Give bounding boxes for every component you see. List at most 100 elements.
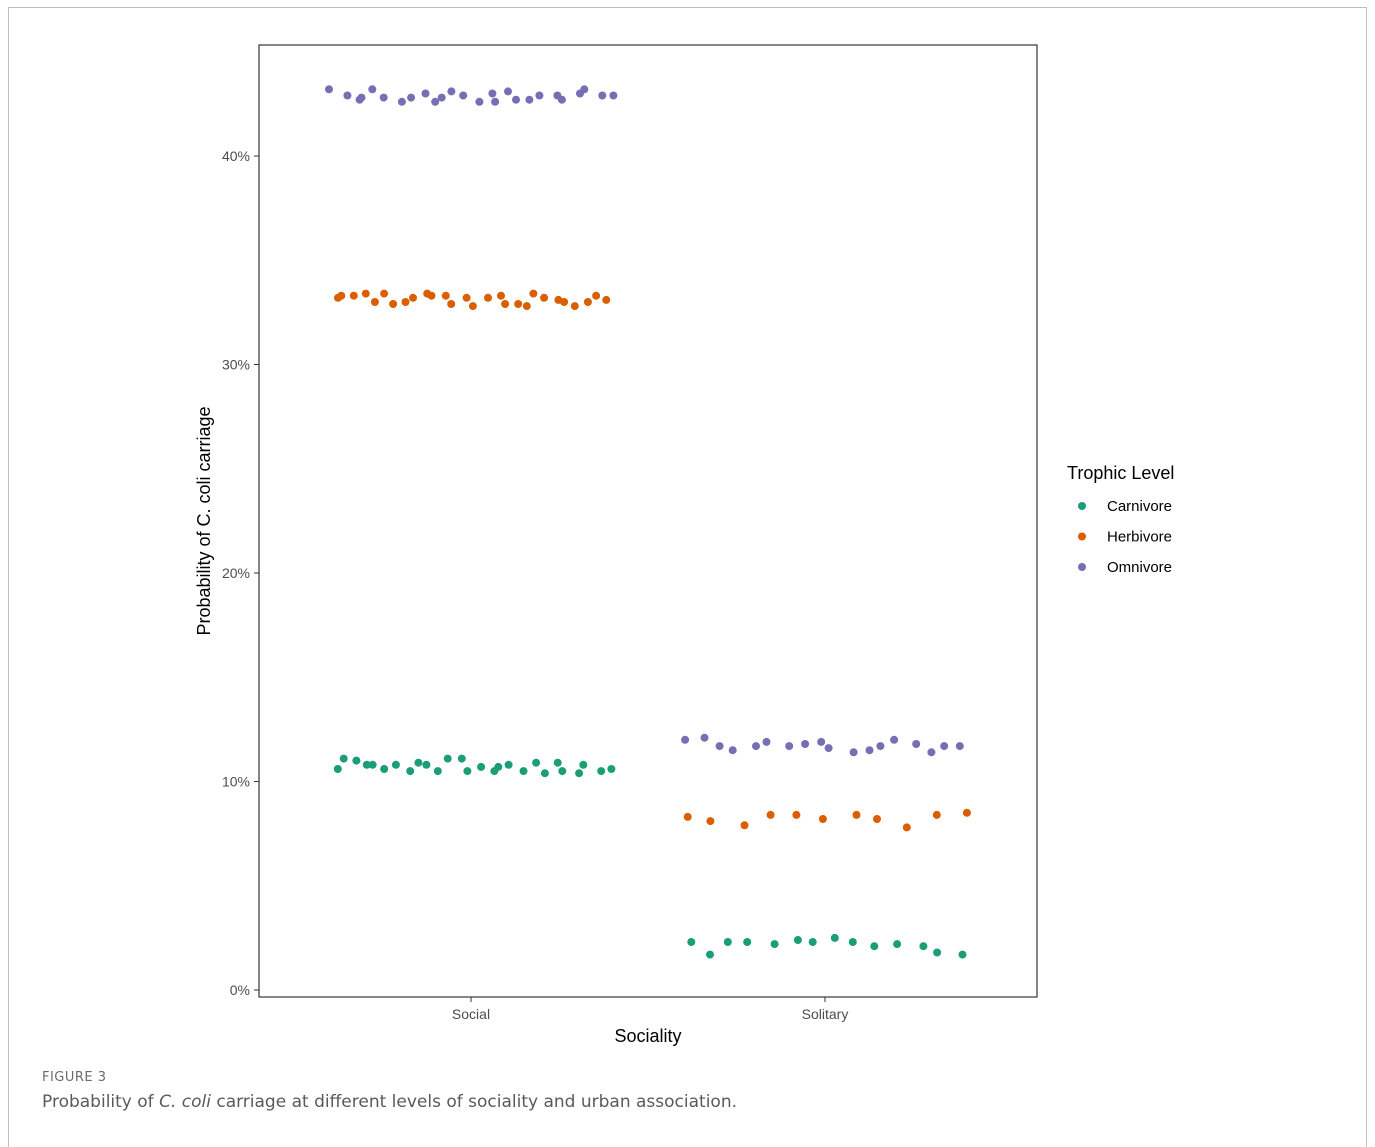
data-point-carnivore: [558, 767, 567, 776]
data-point-carnivore: [848, 938, 857, 946]
data-point-herbivore: [447, 300, 456, 308]
data-point-carnivore: [770, 940, 779, 949]
y-tick-label: 20%: [222, 565, 250, 581]
data-point-omnivore: [325, 85, 333, 94]
x-axis-title: Sociality: [614, 1026, 681, 1046]
data-point-omnivore: [700, 733, 709, 742]
x-axis-ticks: Social Solitary: [452, 997, 848, 1022]
y-tick-label: 30%: [222, 357, 250, 373]
data-point-herbivore: [370, 298, 379, 306]
data-point-herbivore: [349, 291, 358, 300]
legend-key-herbivore: [1078, 532, 1086, 541]
data-point-omnivore: [762, 737, 771, 746]
data-point-carnivore: [368, 760, 377, 769]
data-point-herbivore: [818, 815, 827, 823]
data-points: [325, 85, 971, 959]
data-point-herbivore: [683, 812, 692, 821]
data-point-herbivore: [497, 291, 505, 300]
data-point-herbivore: [389, 300, 398, 308]
data-point-omnivore: [525, 95, 534, 104]
data-point-carnivore: [422, 760, 431, 769]
legend-label-omnivore: Omnivore: [1107, 559, 1172, 576]
data-point-omnivore: [504, 87, 512, 96]
plot-panel: [258, 44, 1038, 998]
data-point-herbivore: [540, 293, 549, 302]
data-point-herbivore: [361, 289, 370, 298]
caption-text-start: Probability of: [42, 1092, 160, 1112]
data-point-herbivore: [583, 298, 592, 306]
data-point-carnivore: [352, 756, 361, 765]
data-point-carnivore: [808, 938, 817, 946]
data-point-herbivore: [706, 817, 715, 826]
data-point-omnivore: [609, 91, 618, 100]
figure-label: FIGURE 3: [42, 1070, 107, 1085]
data-point-carnivore: [553, 758, 562, 767]
data-point-carnivore: [532, 758, 541, 767]
y-axis-ticks: 0% 10% 20% 30% 40%: [222, 148, 259, 998]
caption-species: C. coli: [159, 1092, 211, 1112]
data-point-herbivore: [602, 295, 611, 304]
y-tick-label: 10%: [222, 774, 250, 790]
data-point-carnivore: [870, 942, 879, 951]
legend-key-carnivore: [1078, 502, 1086, 510]
data-point-omnivore: [876, 742, 885, 751]
data-point-omnivore: [368, 85, 377, 94]
data-point-herbivore: [740, 821, 749, 830]
data-point-carnivore: [830, 933, 839, 942]
data-point-carnivore: [540, 769, 549, 778]
data-point-carnivore: [504, 760, 513, 769]
data-point-carnivore: [477, 762, 486, 771]
x-tick-label: Social: [452, 1006, 490, 1022]
data-point-omnivore: [431, 97, 440, 106]
data-point-herbivore: [873, 815, 881, 823]
data-point-omnivore: [824, 744, 833, 753]
data-point-omnivore: [927, 748, 936, 757]
data-point-carnivore: [607, 765, 616, 773]
data-point-herbivore: [337, 291, 346, 300]
data-point-herbivore: [484, 293, 492, 302]
figure-frame: [8, 7, 1367, 1147]
data-point-omnivore: [379, 93, 388, 102]
data-point-omnivore: [849, 748, 858, 757]
data-point-omnivore: [890, 735, 899, 744]
data-point-omnivore: [557, 95, 566, 104]
data-point-herbivore: [441, 291, 450, 300]
data-point-omnivore: [357, 93, 366, 102]
data-point-carnivore: [579, 760, 588, 769]
data-point-herbivore: [529, 289, 538, 298]
data-point-carnivore: [575, 769, 584, 778]
legend-label-carnivore: Carnivore: [1107, 498, 1172, 515]
data-point-omnivore: [681, 735, 690, 744]
data-point-carnivore: [380, 765, 389, 773]
legend-label-herbivore: Herbivore: [1107, 529, 1172, 546]
data-point-omnivore: [491, 97, 500, 106]
data-point-herbivore: [962, 808, 971, 817]
data-point-herbivore: [932, 810, 941, 819]
data-point-carnivore: [433, 767, 442, 776]
caption-text-end: carriage at different levels of socialit…: [210, 1092, 737, 1112]
data-point-carnivore: [443, 754, 452, 763]
data-point-herbivore: [852, 810, 861, 819]
data-point-carnivore: [362, 760, 371, 769]
data-point-herbivore: [592, 291, 601, 300]
data-point-herbivore: [401, 298, 410, 306]
data-point-omnivore: [955, 742, 964, 751]
data-point-omnivore: [598, 91, 607, 100]
data-point-carnivore: [391, 760, 400, 769]
x-tick-label: Solitary: [802, 1006, 849, 1022]
data-point-omnivore: [728, 746, 737, 755]
legend-title: Trophic Level: [1067, 463, 1174, 483]
data-point-herbivore: [409, 293, 417, 302]
data-point-herbivore: [522, 302, 531, 311]
legend: Trophic Level Carnivore Herbivore Omnivore: [1067, 463, 1174, 576]
data-point-carnivore: [893, 940, 902, 949]
data-point-omnivore: [535, 91, 544, 100]
data-point-omnivore: [801, 740, 810, 748]
data-point-carnivore: [414, 758, 423, 767]
data-point-omnivore: [817, 737, 826, 746]
data-point-omnivore: [421, 89, 430, 98]
figure-caption: Probability of C. coli carriage at diffe…: [42, 1092, 737, 1112]
data-point-herbivore: [560, 298, 569, 306]
y-tick-label: 40%: [222, 148, 250, 164]
